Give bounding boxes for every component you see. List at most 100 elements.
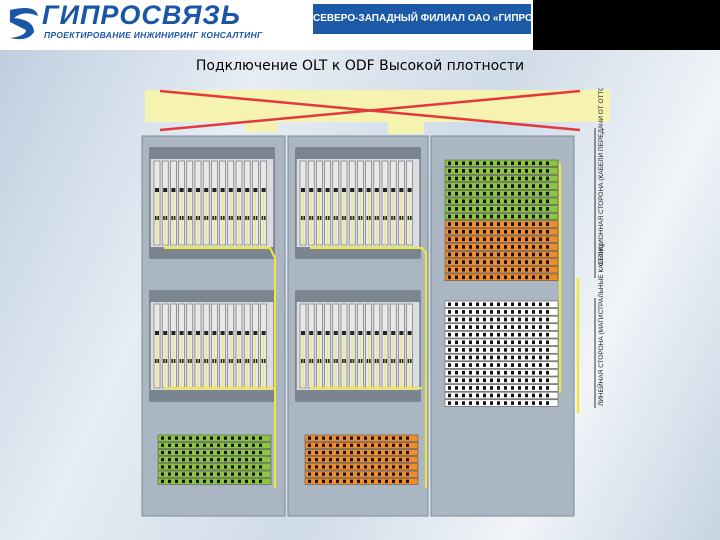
odf-port xyxy=(532,393,535,398)
odf-port xyxy=(504,340,507,345)
odf-port xyxy=(532,245,535,249)
olt-card-port xyxy=(350,188,355,192)
odf-port xyxy=(490,332,493,337)
odf-port xyxy=(525,161,528,166)
odf-port xyxy=(539,310,542,314)
odf-port xyxy=(483,340,486,345)
odf-port xyxy=(462,325,465,329)
odf-port xyxy=(448,214,451,219)
odf-port xyxy=(511,245,514,249)
odf-port xyxy=(532,260,535,264)
odf-port xyxy=(315,479,318,483)
odf-orange-panel xyxy=(304,434,419,485)
odf-port xyxy=(182,436,185,440)
odf-port xyxy=(532,332,535,337)
odf-port xyxy=(483,275,486,280)
odf-row xyxy=(304,434,419,442)
logo-tagline: ПРОЕКТИРОВАНИЕ ИНЖИНИРИНГ КОНСАЛТИНГ xyxy=(44,30,263,40)
odf-port xyxy=(245,443,248,447)
odf-port xyxy=(546,222,549,226)
odf-port xyxy=(518,245,521,249)
odf-port xyxy=(511,207,514,211)
odf-port xyxy=(462,222,465,226)
odf-port xyxy=(525,260,528,264)
odf-port xyxy=(231,450,234,455)
odf-port xyxy=(448,161,451,166)
odf-port xyxy=(364,443,367,447)
olt-card-port xyxy=(358,188,363,192)
odf-port xyxy=(490,370,493,375)
odf-port xyxy=(231,458,234,462)
odf-port xyxy=(469,340,472,345)
odf-port xyxy=(189,443,192,447)
odf-port xyxy=(378,472,381,476)
odf-port xyxy=(161,465,164,469)
odf-port xyxy=(392,436,395,440)
odf-port xyxy=(518,332,521,337)
olt-card-port xyxy=(220,188,225,192)
olt-card-port xyxy=(212,331,217,335)
odf-port xyxy=(406,479,409,483)
odf-port xyxy=(546,267,549,272)
olt-card-port xyxy=(204,188,209,192)
odf-row xyxy=(444,308,559,316)
odf-port xyxy=(469,169,472,173)
odf-port xyxy=(532,229,535,234)
olt-card-port xyxy=(309,331,314,335)
odf-port xyxy=(364,479,367,483)
odf-port xyxy=(245,465,248,469)
odf-port xyxy=(497,317,500,322)
odf-port xyxy=(476,275,479,280)
odf-port xyxy=(322,479,325,483)
odf-port xyxy=(448,169,451,173)
odf-port xyxy=(518,252,521,257)
odf-port xyxy=(497,378,500,383)
odf-port xyxy=(546,325,549,329)
odf-port xyxy=(476,401,479,405)
odf-port xyxy=(483,169,486,173)
odf-port xyxy=(476,252,479,257)
odf-port xyxy=(539,161,542,166)
odf-port xyxy=(511,214,514,219)
odf-port xyxy=(406,450,409,455)
odf-port xyxy=(525,267,528,272)
odf-port xyxy=(532,363,535,367)
odf-port xyxy=(392,458,395,462)
odf-port xyxy=(504,267,507,272)
odf-port xyxy=(511,370,514,375)
side-label-line: ЛИНЕЙНАЯ СТОРОНА (МАГИСТРАЛЬНЫЕ КАБЕЛИ) xyxy=(596,245,605,406)
odf-port xyxy=(518,237,521,242)
odf-port xyxy=(469,267,472,272)
olt-card-port xyxy=(261,188,266,192)
odf-port xyxy=(511,275,514,280)
odf-port xyxy=(483,161,486,166)
odf-port xyxy=(245,479,248,483)
odf-port xyxy=(497,267,500,272)
olt-card-port xyxy=(399,331,404,335)
odf-port xyxy=(322,472,325,476)
odf-port xyxy=(476,176,479,181)
odf-port xyxy=(343,472,346,476)
odf-port xyxy=(483,237,486,242)
odf-port xyxy=(371,458,374,462)
odf-port xyxy=(539,169,542,173)
odf-port xyxy=(504,386,507,390)
odf-port xyxy=(518,161,521,166)
odf-port xyxy=(392,450,395,455)
odf-port xyxy=(462,363,465,367)
odf-port xyxy=(518,260,521,264)
odf-port xyxy=(469,393,472,398)
odf-port xyxy=(511,161,514,166)
odf-port xyxy=(329,458,332,462)
odf-port xyxy=(455,161,458,166)
odf-port xyxy=(483,325,486,329)
side-label-station: СТАНЦИОННАЯ СТОРОНА (КАБЕЛИ ПЕРЕДАЧИ ОТ … xyxy=(596,88,605,266)
odf-port xyxy=(448,237,451,242)
odf-port xyxy=(476,355,479,360)
odf-port xyxy=(504,176,507,181)
odf-port xyxy=(196,458,199,462)
odf-port xyxy=(483,260,486,264)
odf-port xyxy=(469,229,472,234)
odf-port xyxy=(511,355,514,360)
odf-port xyxy=(497,363,500,367)
